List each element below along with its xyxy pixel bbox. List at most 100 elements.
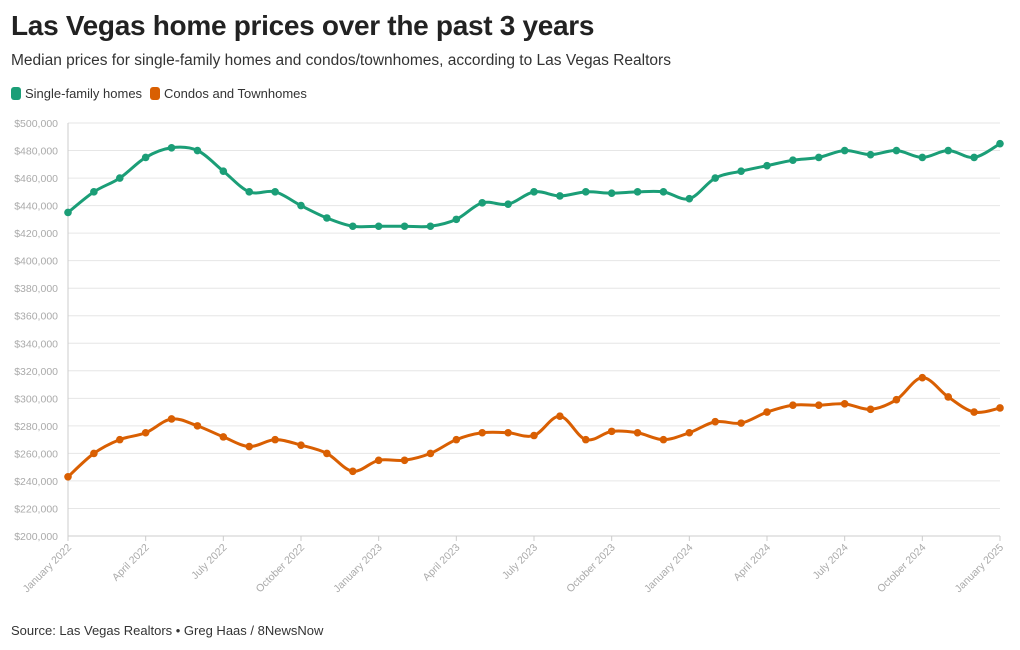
data-point-condos[interactable] bbox=[115, 435, 124, 444]
y-tick-label: $300,000 bbox=[14, 393, 58, 405]
data-point-condos[interactable] bbox=[297, 441, 305, 449]
data-point-single-family[interactable] bbox=[504, 200, 512, 209]
data-point-condos[interactable] bbox=[763, 408, 771, 416]
data-point-single-family[interactable] bbox=[323, 214, 331, 222]
x-tick-label: July 2022 bbox=[189, 542, 229, 582]
data-point-single-family[interactable] bbox=[452, 215, 461, 224]
data-point-single-family[interactable] bbox=[193, 146, 202, 155]
data-point-single-family[interactable] bbox=[297, 201, 305, 210]
data-point-single-family[interactable] bbox=[478, 199, 487, 207]
data-point-condos[interactable] bbox=[426, 449, 435, 458]
data-point-condos[interactable] bbox=[452, 435, 461, 444]
x-axis: January 2022 April 2022 July 2022 October 2… bbox=[21, 535, 1006, 596]
data-point-single-family[interactable] bbox=[245, 188, 254, 196]
legend-item-single-family[interactable]: Single-family homes bbox=[11, 86, 142, 101]
data-point-single-family[interactable] bbox=[581, 188, 590, 196]
data-point-single-family[interactable] bbox=[141, 153, 150, 162]
data-point-condos[interactable] bbox=[556, 412, 564, 421]
x-tick-label: April 2024 bbox=[731, 542, 773, 584]
data-point-condos[interactable] bbox=[789, 401, 797, 410]
y-tick-label: $400,000 bbox=[14, 256, 58, 268]
y-tick-label: $420,000 bbox=[14, 228, 58, 240]
data-point-single-family[interactable] bbox=[789, 156, 797, 164]
legend-item-condos[interactable]: Condos and Townhomes bbox=[150, 86, 307, 101]
y-tick-label: $280,000 bbox=[14, 421, 58, 433]
data-point-condos[interactable] bbox=[167, 415, 176, 423]
data-point-single-family[interactable] bbox=[892, 146, 901, 155]
grid-lines bbox=[68, 122, 1000, 537]
data-point-condos[interactable] bbox=[814, 401, 823, 410]
data-point-condos[interactable] bbox=[970, 408, 978, 416]
data-point-single-family[interactable] bbox=[918, 153, 927, 162]
data-point-single-family[interactable] bbox=[167, 143, 176, 152]
data-point-condos[interactable] bbox=[348, 467, 357, 476]
data-point-condos[interactable] bbox=[711, 417, 720, 426]
x-tick-label: October 2024 bbox=[875, 542, 929, 596]
data-point-condos[interactable] bbox=[90, 449, 98, 458]
y-tick-label: $500,000 bbox=[14, 118, 58, 130]
data-point-condos[interactable] bbox=[659, 435, 668, 444]
data-point-single-family[interactable] bbox=[530, 188, 538, 196]
data-point-condos[interactable] bbox=[866, 405, 875, 414]
data-point-single-family[interactable] bbox=[711, 174, 720, 182]
data-point-single-family[interactable] bbox=[556, 192, 564, 200]
data-point-single-family[interactable] bbox=[400, 222, 409, 231]
data-point-condos[interactable] bbox=[918, 373, 927, 382]
data-point-condos[interactable] bbox=[64, 473, 72, 481]
data-point-single-family[interactable] bbox=[659, 188, 668, 196]
data-point-condos[interactable] bbox=[581, 435, 590, 444]
data-point-condos[interactable] bbox=[193, 422, 202, 430]
data-point-single-family[interactable] bbox=[374, 222, 383, 231]
y-tick-label: $260,000 bbox=[14, 448, 58, 460]
x-tick-label: April 2023 bbox=[421, 542, 463, 584]
data-point-condos[interactable] bbox=[271, 435, 279, 444]
data-point-single-family[interactable] bbox=[219, 167, 228, 175]
data-point-single-family[interactable] bbox=[840, 146, 849, 155]
data-point-condos[interactable] bbox=[685, 428, 694, 437]
legend-swatch-single-family bbox=[11, 87, 21, 100]
x-tick-label: January 2022 bbox=[21, 542, 75, 596]
data-point-single-family[interactable] bbox=[737, 167, 745, 175]
data-point-single-family[interactable] bbox=[814, 153, 823, 162]
data-point-condos[interactable] bbox=[374, 456, 383, 465]
data-point-condos[interactable] bbox=[323, 449, 331, 458]
data-point-single-family[interactable] bbox=[115, 174, 124, 182]
data-point-single-family[interactable] bbox=[970, 153, 978, 162]
data-point-condos[interactable] bbox=[141, 428, 150, 437]
data-point-single-family[interactable] bbox=[90, 188, 98, 196]
data-point-single-family[interactable] bbox=[271, 188, 279, 196]
data-point-condos[interactable] bbox=[944, 393, 953, 401]
data-point-condos[interactable] bbox=[996, 404, 1004, 412]
y-axis: $200,000 $220,000 $240,000 $260,000 $280,000… bbox=[14, 118, 69, 543]
data-point-single-family[interactable] bbox=[996, 139, 1004, 148]
series-lines bbox=[64, 139, 1004, 481]
data-point-condos[interactable] bbox=[219, 433, 228, 441]
data-point-condos[interactable] bbox=[737, 419, 745, 427]
series-line-condos bbox=[66, 376, 1002, 479]
legend-swatch-condos bbox=[150, 87, 161, 100]
data-point-single-family[interactable] bbox=[763, 161, 771, 170]
y-tick-label: $200,000 bbox=[14, 531, 58, 543]
series-condos bbox=[64, 373, 1004, 481]
data-point-condos[interactable] bbox=[530, 431, 538, 440]
data-point-condos[interactable] bbox=[504, 428, 512, 437]
data-point-condos[interactable] bbox=[400, 456, 409, 465]
data-point-condos[interactable] bbox=[633, 428, 642, 437]
data-point-condos[interactable] bbox=[840, 400, 849, 408]
data-point-condos[interactable] bbox=[892, 395, 901, 404]
data-point-single-family[interactable] bbox=[944, 146, 953, 155]
data-point-single-family[interactable] bbox=[866, 150, 875, 159]
data-point-single-family[interactable] bbox=[607, 189, 616, 198]
data-point-single-family[interactable] bbox=[633, 188, 642, 196]
data-point-condos[interactable] bbox=[478, 428, 487, 437]
y-tick-label: $460,000 bbox=[14, 173, 58, 185]
data-point-single-family[interactable] bbox=[685, 194, 694, 203]
data-point-condos[interactable] bbox=[607, 427, 616, 436]
x-tick-label: January 2024 bbox=[642, 542, 696, 596]
data-point-single-family[interactable] bbox=[426, 222, 435, 231]
data-point-single-family[interactable] bbox=[348, 222, 357, 231]
data-point-condos[interactable] bbox=[245, 442, 254, 451]
legend-label-single-family: Single-family homes bbox=[25, 86, 143, 101]
data-point-single-family[interactable] bbox=[64, 208, 72, 217]
y-tick-label: $240,000 bbox=[14, 476, 58, 488]
